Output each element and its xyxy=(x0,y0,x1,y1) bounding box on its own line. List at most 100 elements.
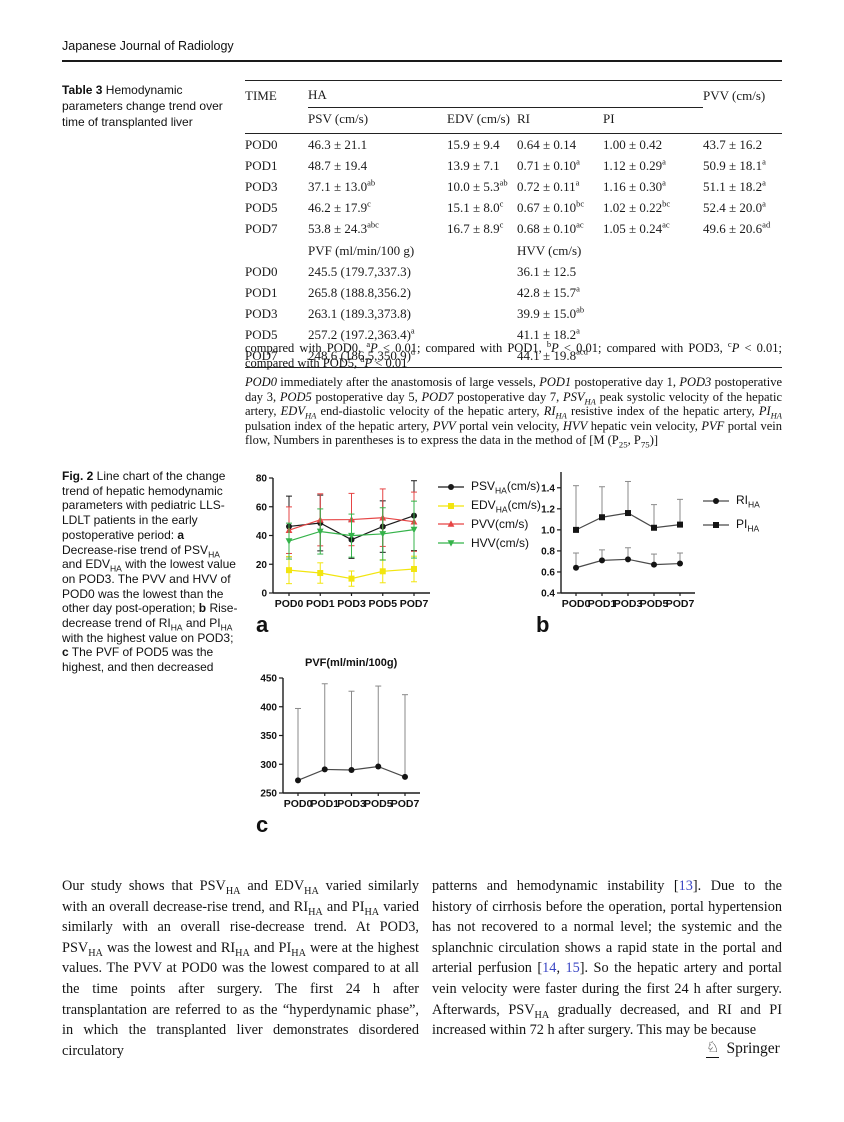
legend-item: HVV(cm/s) xyxy=(437,534,541,553)
text-segment: HA xyxy=(220,622,233,633)
cell-empty xyxy=(447,282,517,303)
legend-marker-icon xyxy=(703,522,729,528)
text-segment: HA xyxy=(364,906,380,918)
text-segment: P xyxy=(364,355,373,370)
cell-psv: 46.3 ± 21.1 xyxy=(308,136,368,152)
cell-empty xyxy=(703,240,782,261)
text-segment: and PI xyxy=(322,898,365,915)
col-hvv: HVV (cm/s) xyxy=(517,242,582,258)
cell-pvv: 49.6 ± 20.6ad xyxy=(703,220,771,237)
text-segment: HA xyxy=(235,947,250,959)
svg-text:POD5: POD5 xyxy=(364,798,393,810)
svg-text:400: 400 xyxy=(260,702,277,713)
table-row: POD7 248.6 (186.5,350.9)d 44.1 ± 19.8acd xyxy=(245,346,782,368)
cell-time: POD1 xyxy=(245,284,278,300)
svg-text:350: 350 xyxy=(260,731,277,742)
text-segment: EDV xyxy=(280,404,305,419)
svg-text:POD3: POD3 xyxy=(337,598,366,610)
text-segment: Rise-decrease trend of RI xyxy=(62,601,238,631)
table-row: POD1 48.7 ± 19.4 13.9 ± 7.1 0.71 ± 0.10a… xyxy=(245,155,782,176)
text-segment: ]. So the hepatic artery and portal vein… xyxy=(432,960,782,1018)
cell-empty xyxy=(447,304,517,325)
text-segment: POD5 xyxy=(279,389,312,404)
cell-edv: 15.9 ± 9.4 xyxy=(447,136,500,152)
cell-empty xyxy=(447,261,517,282)
text-segment: )] xyxy=(649,433,659,448)
text-segment: c xyxy=(62,645,69,660)
text-segment: PI xyxy=(758,404,771,419)
cell-time: POD3 xyxy=(245,306,278,322)
legend-label: PSVHA(cm/s) xyxy=(471,479,541,496)
table-section-header-row: PVF (ml/min/100 g) HVV (cm/s) xyxy=(245,240,782,261)
svg-text:POD5: POD5 xyxy=(368,598,397,610)
col-psv: PSV (cm/s) xyxy=(308,107,447,134)
legend-item: RIHA xyxy=(702,489,760,513)
svg-text:450: 450 xyxy=(260,674,277,685)
cell-time: POD3 xyxy=(245,178,278,194)
text-segment: varied similarly with an overall decreas… xyxy=(62,878,419,915)
legend-label: PVV(cm/s) xyxy=(471,517,529,532)
cell-psv: 46.2 ± 17.9c xyxy=(308,198,371,216)
cell-pvf: 248.6 (186.5,350.9)d xyxy=(308,347,416,364)
cell-superscript: a xyxy=(762,198,766,209)
cell-ri: 0.68 ± 0.10ac xyxy=(517,220,584,237)
cell-superscript: c xyxy=(499,198,504,209)
cell-time: POD1 xyxy=(245,157,278,173)
col-time: TIME xyxy=(245,87,277,103)
cell-time: POD7 xyxy=(245,348,278,364)
svg-text:80: 80 xyxy=(256,474,268,485)
col-ri: RI xyxy=(517,107,603,134)
cell-psv: 53.8 ± 24.3abc xyxy=(308,220,379,237)
table-header-row-1: TIME HA PVV (cm/s) xyxy=(245,80,782,108)
text-segment: HA xyxy=(208,548,220,559)
cell-pi: 1.02 ± 0.22bc xyxy=(603,198,671,216)
cell-ri: 0.64 ± 0.14 xyxy=(517,136,577,152)
cell-superscript: a xyxy=(576,283,580,294)
text-segment: HA xyxy=(291,947,306,959)
svg-text:POD3: POD3 xyxy=(337,798,366,810)
cell-empty xyxy=(245,240,308,261)
cell-time: POD0 xyxy=(245,263,278,279)
text-segment: postoperative day 1, xyxy=(571,375,680,389)
text-segment: HA xyxy=(110,563,122,574)
svg-text:POD1: POD1 xyxy=(588,598,617,610)
table-header-row-2: PSV (cm/s) EDV (cm/s) RI PI xyxy=(245,107,783,134)
text-segment: immediately after the anastomosis of lar… xyxy=(276,375,540,389)
legend-label: RIHA xyxy=(736,492,760,510)
text-segment: HA xyxy=(770,410,782,421)
legend-item: EDVHA(cm/s) xyxy=(437,497,541,516)
text-segment: c xyxy=(727,338,732,349)
text-segment: hepatic vein velocity, xyxy=(587,418,702,433)
svg-text:POD1: POD1 xyxy=(310,798,339,810)
legend-label: EDVHA(cm/s) xyxy=(471,497,541,514)
citation-link[interactable]: 13 xyxy=(678,878,693,894)
chart-b: 0.4 0.6 0.8 1.0 1.2 1.4 POD0 POD1 POD3 POD5 POD7 xyxy=(531,466,701,629)
citation-link[interactable]: 14 xyxy=(542,960,557,977)
text-segment: < 0.01; compared with POD3, xyxy=(558,341,728,355)
table3-footnote-abbreviations: POD0 immediately after the anastomosis o… xyxy=(245,375,782,449)
legend-marker-icon xyxy=(438,484,464,491)
svg-text:POD5: POD5 xyxy=(640,598,669,610)
text-segment: peak systolic velocity of the hepatic ar… xyxy=(245,389,782,419)
cell-hvv: 41.1 ± 18.2a xyxy=(517,325,580,343)
col-pvv: PVV (cm/s) xyxy=(703,87,766,103)
text-segment: < 0.01; compared with POD1, xyxy=(377,341,547,355)
publisher-name: Springer xyxy=(726,1040,780,1057)
text-segment: varied similarly with an overall rise-de… xyxy=(62,898,419,956)
cell-superscript: c xyxy=(367,198,371,209)
cell-pvv: 43.7 ± 16.2 xyxy=(703,136,763,152)
legend-marker-icon xyxy=(703,498,729,504)
cell-pi: 1.12 ± 0.29a xyxy=(603,156,666,173)
cell-hvv: 39.9 ± 15.0ab xyxy=(517,304,585,322)
cell-psv: 37.1 ± 13.0ab xyxy=(308,177,376,194)
text-segment: postoperative day 7, xyxy=(453,389,564,404)
text-segment: with the lowest value on POD3. The PVV a… xyxy=(62,557,236,616)
citation-link[interactable]: 15 xyxy=(565,960,580,977)
cell-superscript: a xyxy=(576,156,580,167)
text-segment: gradually decreased, and RI and PI incre… xyxy=(432,1001,782,1039)
text-segment: end-diastolic velocity of the hepatic ar… xyxy=(316,404,544,419)
cell-superscript: ad xyxy=(762,220,771,231)
text-segment: Decrease-rise trend of PSV xyxy=(62,542,209,557)
cell-pvf: 257.2 (197.2,363.4)a xyxy=(308,325,415,343)
cell-superscript: c xyxy=(499,220,504,231)
